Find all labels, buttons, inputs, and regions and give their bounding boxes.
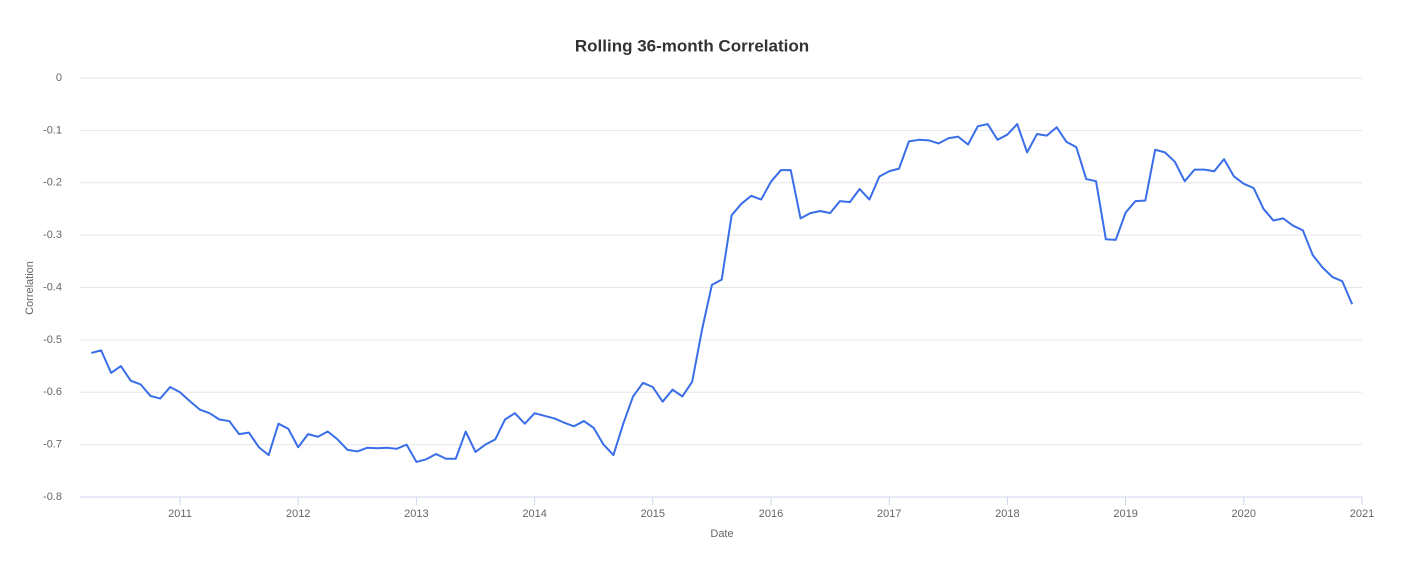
chart-title: Rolling 36-month Correlation [575,36,809,55]
x-tick-label: 2020 [1232,508,1256,520]
y-tick-label: -0.6 [43,386,62,398]
y-tick-label: -0.8 [43,491,62,503]
x-tick-label: 2017 [877,508,901,520]
y-tick-label: -0.3 [43,229,62,241]
x-tick-label: 2018 [995,508,1019,520]
y-axis-label: Correlation [24,261,36,315]
x-tick-label: 2013 [404,508,428,520]
y-tick-label: -0.5 [43,334,62,346]
x-tick-label: 2021 [1350,508,1374,520]
y-tick-label: -0.2 [43,177,62,189]
y-tick-label: -0.4 [43,281,62,293]
x-tick-label: 2014 [522,508,546,520]
x-axis-label: Date [710,528,733,540]
y-tick-label: 0 [56,72,62,84]
x-tick-label: 2015 [641,508,665,520]
x-tick-label: 2019 [1113,508,1137,520]
y-tick-label: -0.7 [43,439,62,451]
x-tick-label: 2012 [286,508,310,520]
y-tick-label: -0.1 [43,124,62,136]
x-tick-label: 2011 [168,508,192,520]
line-series [91,123,1354,463]
x-tick-label: 2016 [759,508,783,520]
